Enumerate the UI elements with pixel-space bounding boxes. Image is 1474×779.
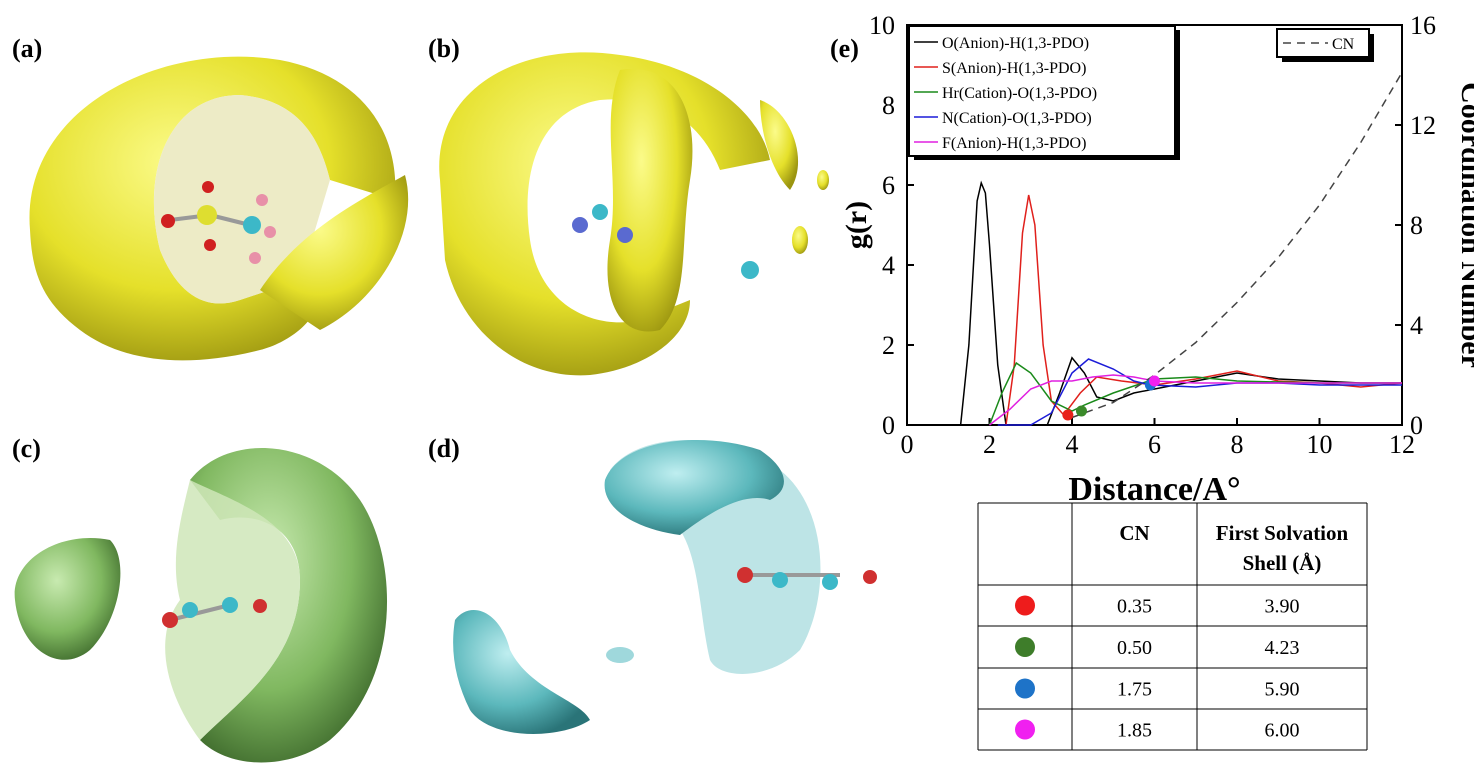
y-tick-label: 8 [882,91,895,120]
row-marker [1015,720,1035,740]
x-tick-label: 4 [1066,430,1079,459]
y-axis-label: g(r) [840,201,873,249]
point-marker [1149,376,1160,387]
y2-tick-label: 16 [1410,11,1436,40]
render-c [15,448,387,763]
table-cell: 5.90 [1265,679,1300,701]
figure: (a) (b) (c) (d) (e)024681012024681004812… [0,0,1474,774]
y-tick-label: 4 [882,251,895,280]
y-tick-label: 0 [882,411,895,440]
point-marker [1062,410,1073,421]
table-cell: 4.23 [1265,637,1300,659]
y2-tick-label: 8 [1410,211,1423,240]
y-tick-label: 2 [882,331,895,360]
legend-label: N(Cation)-O(1,3-PDO) [942,110,1092,127]
render-d [453,440,877,734]
y-tick-label: 6 [882,171,895,200]
row-marker [1015,637,1035,657]
render-a [29,57,408,361]
x-tick-label: 2 [983,430,996,459]
y2-tick-label: 4 [1410,311,1423,340]
y-tick-label: 10 [869,11,895,40]
point-marker [1076,406,1087,417]
row-marker [1015,679,1035,699]
y2-tick-label: 12 [1410,111,1436,140]
table-cell: 6.00 [1265,720,1300,742]
y2-axis-label: Coordination Number [1455,82,1474,368]
x-tick-label: 8 [1231,430,1244,459]
legend-label: S(Anion)-H(1,3-PDO) [942,60,1086,77]
table-cell: 0.50 [1117,637,1152,659]
legend-label: F(Anion)-H(1,3-PDO) [942,135,1086,152]
panel-label: (a) [12,34,42,63]
x-tick-label: 6 [1148,430,1161,459]
y2-tick-label: 0 [1410,411,1423,440]
panel-label: (c) [12,434,41,463]
row-marker [1015,596,1035,616]
legend-label: CN [1332,36,1355,53]
table-header: CN [1119,521,1149,545]
x-tick-label: 0 [901,430,914,459]
render-b [439,52,829,375]
series-line [1006,195,1402,425]
table-cell: 1.75 [1117,679,1152,701]
legend-label: O(Anion)-H(1,3-PDO) [942,35,1089,52]
series-line [961,183,1402,425]
series-line [998,359,1402,425]
panel-label: (b) [428,34,460,63]
x-axis-label: Distance/A° [1068,471,1240,508]
x-tick-label: 10 [1307,430,1333,459]
legend-label: Hr(Cation)-O(1,3-PDO) [942,85,1097,102]
table-cell: 0.35 [1117,596,1152,618]
panel-label: (e) [830,34,859,63]
table-cell: 3.90 [1265,596,1300,618]
panel-label: (d) [428,434,460,463]
table-cell: 1.85 [1117,720,1152,742]
